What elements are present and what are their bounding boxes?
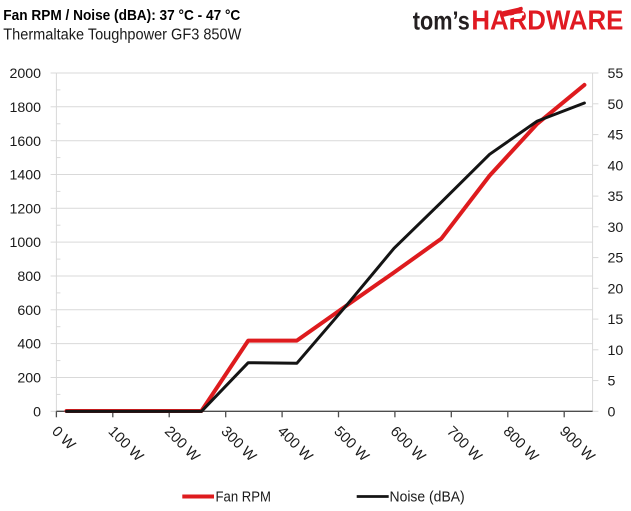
- svg-text:55: 55: [608, 66, 624, 82]
- svg-text:40: 40: [608, 158, 624, 174]
- svg-text:600: 600: [17, 303, 41, 319]
- svg-text:Thermaltake Toughpower GF3 850: Thermaltake Toughpower GF3 850W: [3, 27, 241, 44]
- svg-text:HARDWARE: HARDWARE: [471, 4, 623, 35]
- svg-text:35: 35: [608, 189, 624, 205]
- svg-text:200: 200: [17, 371, 41, 387]
- svg-text:10: 10: [608, 343, 624, 359]
- svg-text:tom’s: tom’s: [413, 5, 470, 35]
- svg-text:0: 0: [608, 404, 616, 420]
- svg-text:Fan RPM: Fan RPM: [216, 489, 272, 505]
- svg-text:25: 25: [608, 251, 624, 267]
- svg-text:1000: 1000: [9, 235, 41, 251]
- svg-text:20: 20: [608, 281, 624, 297]
- svg-text:1200: 1200: [9, 201, 41, 217]
- svg-text:1400: 1400: [9, 168, 41, 184]
- svg-text:2000: 2000: [9, 66, 41, 82]
- svg-text:1800: 1800: [9, 100, 41, 116]
- svg-text:30: 30: [608, 220, 624, 236]
- svg-text:800: 800: [17, 269, 41, 285]
- svg-text:Noise (dBA): Noise (dBA): [390, 489, 465, 505]
- svg-text:1600: 1600: [9, 134, 41, 150]
- svg-text:400: 400: [17, 337, 41, 353]
- svg-text:Fan RPM / Noise (dBA): 37 °C -: Fan RPM / Noise (dBA): 37 °C - 47 °C: [3, 8, 240, 24]
- svg-text:5: 5: [608, 374, 616, 390]
- svg-text:45: 45: [608, 128, 624, 144]
- svg-text:50: 50: [608, 97, 624, 113]
- svg-text:15: 15: [608, 312, 624, 328]
- svg-text:0: 0: [33, 404, 41, 420]
